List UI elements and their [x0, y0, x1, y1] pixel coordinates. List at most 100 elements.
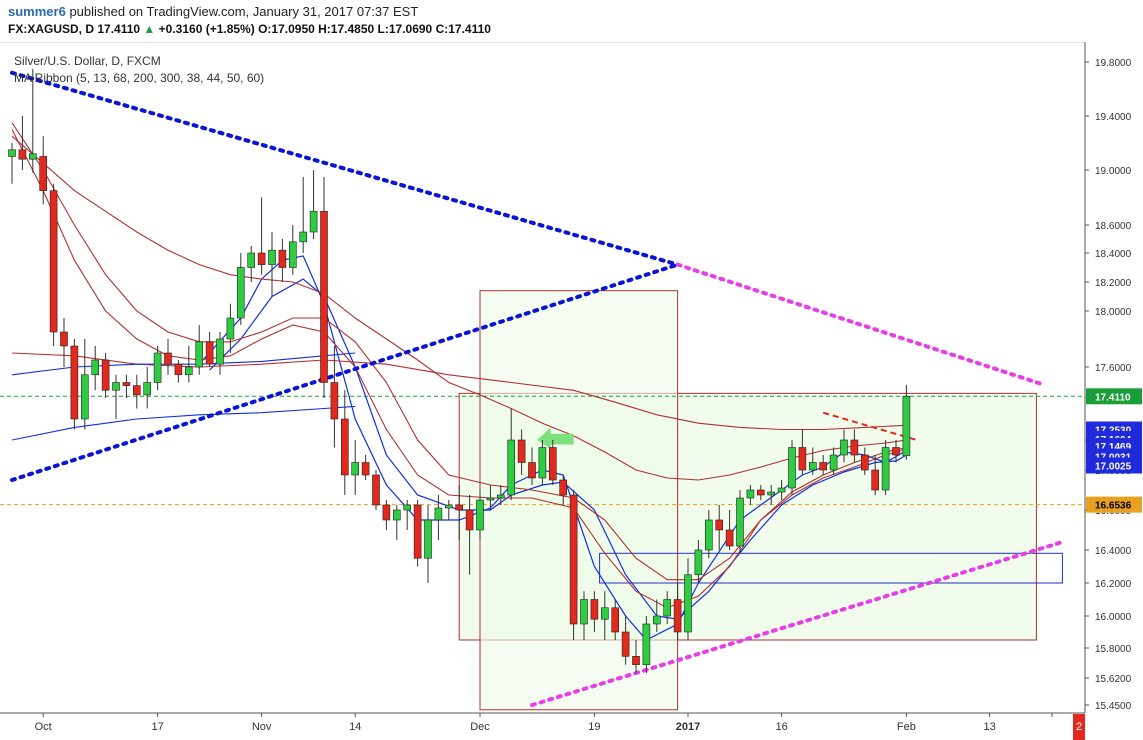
- indicator-legend[interactable]: MA Ribbon (5, 13, 68, 200, 300, 38, 44, …: [14, 71, 265, 85]
- time-axis[interactable]: [0, 713, 1143, 740]
- candle-body[interactable]: [476, 499, 484, 531]
- candle-body[interactable]: [798, 447, 807, 471]
- candle-body[interactable]: [808, 462, 817, 471]
- candle-body[interactable]: [60, 331, 68, 347]
- candle-body[interactable]: [372, 474, 380, 506]
- ma-line-ma-200: [11, 352, 356, 376]
- candle-body[interactable]: [340, 418, 349, 476]
- candle-body[interactable]: [902, 395, 911, 457]
- candle-body[interactable]: [444, 504, 453, 509]
- candle-body[interactable]: [725, 529, 734, 547]
- candle-body[interactable]: [403, 504, 412, 511]
- candle-body[interactable]: [496, 494, 505, 499]
- candle-body[interactable]: [840, 439, 848, 456]
- candle-body[interactable]: [174, 363, 183, 376]
- candle-body[interactable]: [736, 497, 744, 547]
- candle-body[interactable]: [642, 623, 651, 665]
- candle-body[interactable]: [486, 497, 495, 501]
- candle-body[interactable]: [829, 454, 838, 471]
- candle-body[interactable]: [777, 487, 786, 493]
- candle-body[interactable]: [652, 615, 661, 625]
- candle-body[interactable]: [580, 599, 588, 625]
- candle-body[interactable]: [382, 504, 391, 521]
- candle-body[interactable]: [278, 249, 287, 268]
- box-blue-range[interactable]: [599, 552, 1063, 584]
- candle-body[interactable]: [268, 249, 276, 265]
- candle-body[interactable]: [746, 489, 755, 499]
- candle-body[interactable]: [663, 599, 672, 617]
- candle-body[interactable]: [247, 252, 255, 268]
- trendline-lower-magenta[interactable]: [530, 540, 1065, 707]
- candle-body[interactable]: [226, 317, 235, 340]
- candle-body[interactable]: [788, 447, 796, 489]
- candle-body[interactable]: [143, 382, 151, 396]
- candle-body[interactable]: [507, 439, 516, 496]
- candle-body[interactable]: [871, 469, 880, 491]
- candle-body[interactable]: [70, 345, 79, 420]
- candle-body[interactable]: [673, 599, 682, 633]
- candle-body[interactable]: [112, 382, 120, 391]
- candle-body[interactable]: [621, 631, 630, 657]
- candle-body[interactable]: [704, 519, 713, 551]
- candle-body[interactable]: [101, 359, 110, 391]
- candle-body[interactable]: [185, 366, 193, 376]
- price-chart[interactable]: 19.8000 19.4000 19.0000 18.6000 18.4000 18.20…: [0, 42, 1143, 740]
- candle-body[interactable]: [600, 607, 609, 620]
- candle-body[interactable]: [455, 504, 464, 511]
- candle-body[interactable]: [288, 241, 297, 268]
- candle-body[interactable]: [892, 447, 900, 456]
- candle-body[interactable]: [424, 519, 432, 559]
- candle-body[interactable]: [632, 656, 640, 665]
- candle-body[interactable]: [569, 494, 578, 625]
- candle-body[interactable]: [39, 156, 48, 191]
- candle-body[interactable]: [559, 479, 568, 496]
- trendline-upper-magenta[interactable]: [675, 262, 1044, 387]
- candle-body[interactable]: [216, 338, 224, 365]
- candle-body[interactable]: [257, 252, 266, 265]
- candle-body[interactable]: [756, 489, 765, 496]
- candle-body[interactable]: [767, 491, 776, 496]
- candle-body[interactable]: [881, 447, 890, 491]
- candle-body[interactable]: [28, 153, 37, 160]
- candle-body[interactable]: [517, 439, 526, 463]
- candle-body[interactable]: [122, 382, 131, 386]
- candle-body[interactable]: [195, 341, 203, 368]
- candle-body[interactable]: [237, 267, 245, 319]
- candle-body[interactable]: [860, 454, 869, 471]
- candle-body[interactable]: [49, 190, 58, 333]
- candle-body[interactable]: [590, 599, 599, 620]
- red-dashed-trendline[interactable]: [822, 411, 918, 441]
- candle-body[interactable]: [694, 549, 703, 576]
- candle-body[interactable]: [18, 149, 27, 160]
- candle-body[interactable]: [205, 341, 214, 365]
- candle-body[interactable]: [548, 447, 557, 481]
- trendline-lower-blue[interactable]: [10, 262, 680, 482]
- candle-body[interactable]: [413, 504, 422, 559]
- trendline-upper-blue[interactable]: [10, 70, 680, 267]
- candle-body[interactable]: [434, 507, 443, 521]
- candle-body[interactable]: [8, 149, 16, 157]
- candle-body[interactable]: [715, 519, 724, 531]
- candle-body[interactable]: [320, 210, 328, 383]
- candle-body[interactable]: [684, 574, 692, 633]
- author-link[interactable]: summer6: [8, 4, 66, 19]
- candle-body[interactable]: [611, 607, 620, 633]
- candle-body[interactable]: [850, 439, 859, 456]
- candle-body[interactable]: [330, 382, 339, 420]
- candle-body[interactable]: [153, 352, 162, 383]
- low-value: L:17.0690: [377, 22, 433, 36]
- green-arrow-icon[interactable]: [537, 427, 574, 449]
- candle-body[interactable]: [133, 385, 141, 396]
- candle-body[interactable]: [299, 231, 308, 243]
- candle-body[interactable]: [819, 462, 828, 471]
- candle-body[interactable]: [528, 462, 536, 479]
- candle-body[interactable]: [91, 359, 99, 376]
- candle-body[interactable]: [81, 374, 89, 420]
- candle-body[interactable]: [309, 210, 318, 233]
- candle-body[interactable]: [538, 447, 547, 479]
- candle-body[interactable]: [351, 462, 360, 476]
- candle-body[interactable]: [392, 509, 401, 521]
- candle-body[interactable]: [164, 352, 172, 365]
- candle-body[interactable]: [465, 509, 474, 531]
- candle-body[interactable]: [361, 462, 370, 476]
